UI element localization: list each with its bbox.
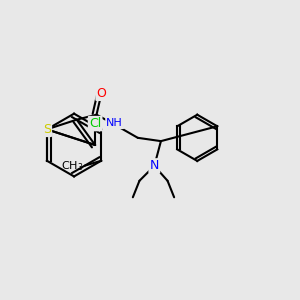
Text: Cl: Cl: [89, 117, 101, 130]
Text: O: O: [97, 87, 106, 100]
Text: CH$_3$: CH$_3$: [61, 159, 83, 172]
Text: NH: NH: [106, 118, 123, 128]
Text: N: N: [150, 159, 159, 172]
Text: S: S: [43, 123, 51, 136]
